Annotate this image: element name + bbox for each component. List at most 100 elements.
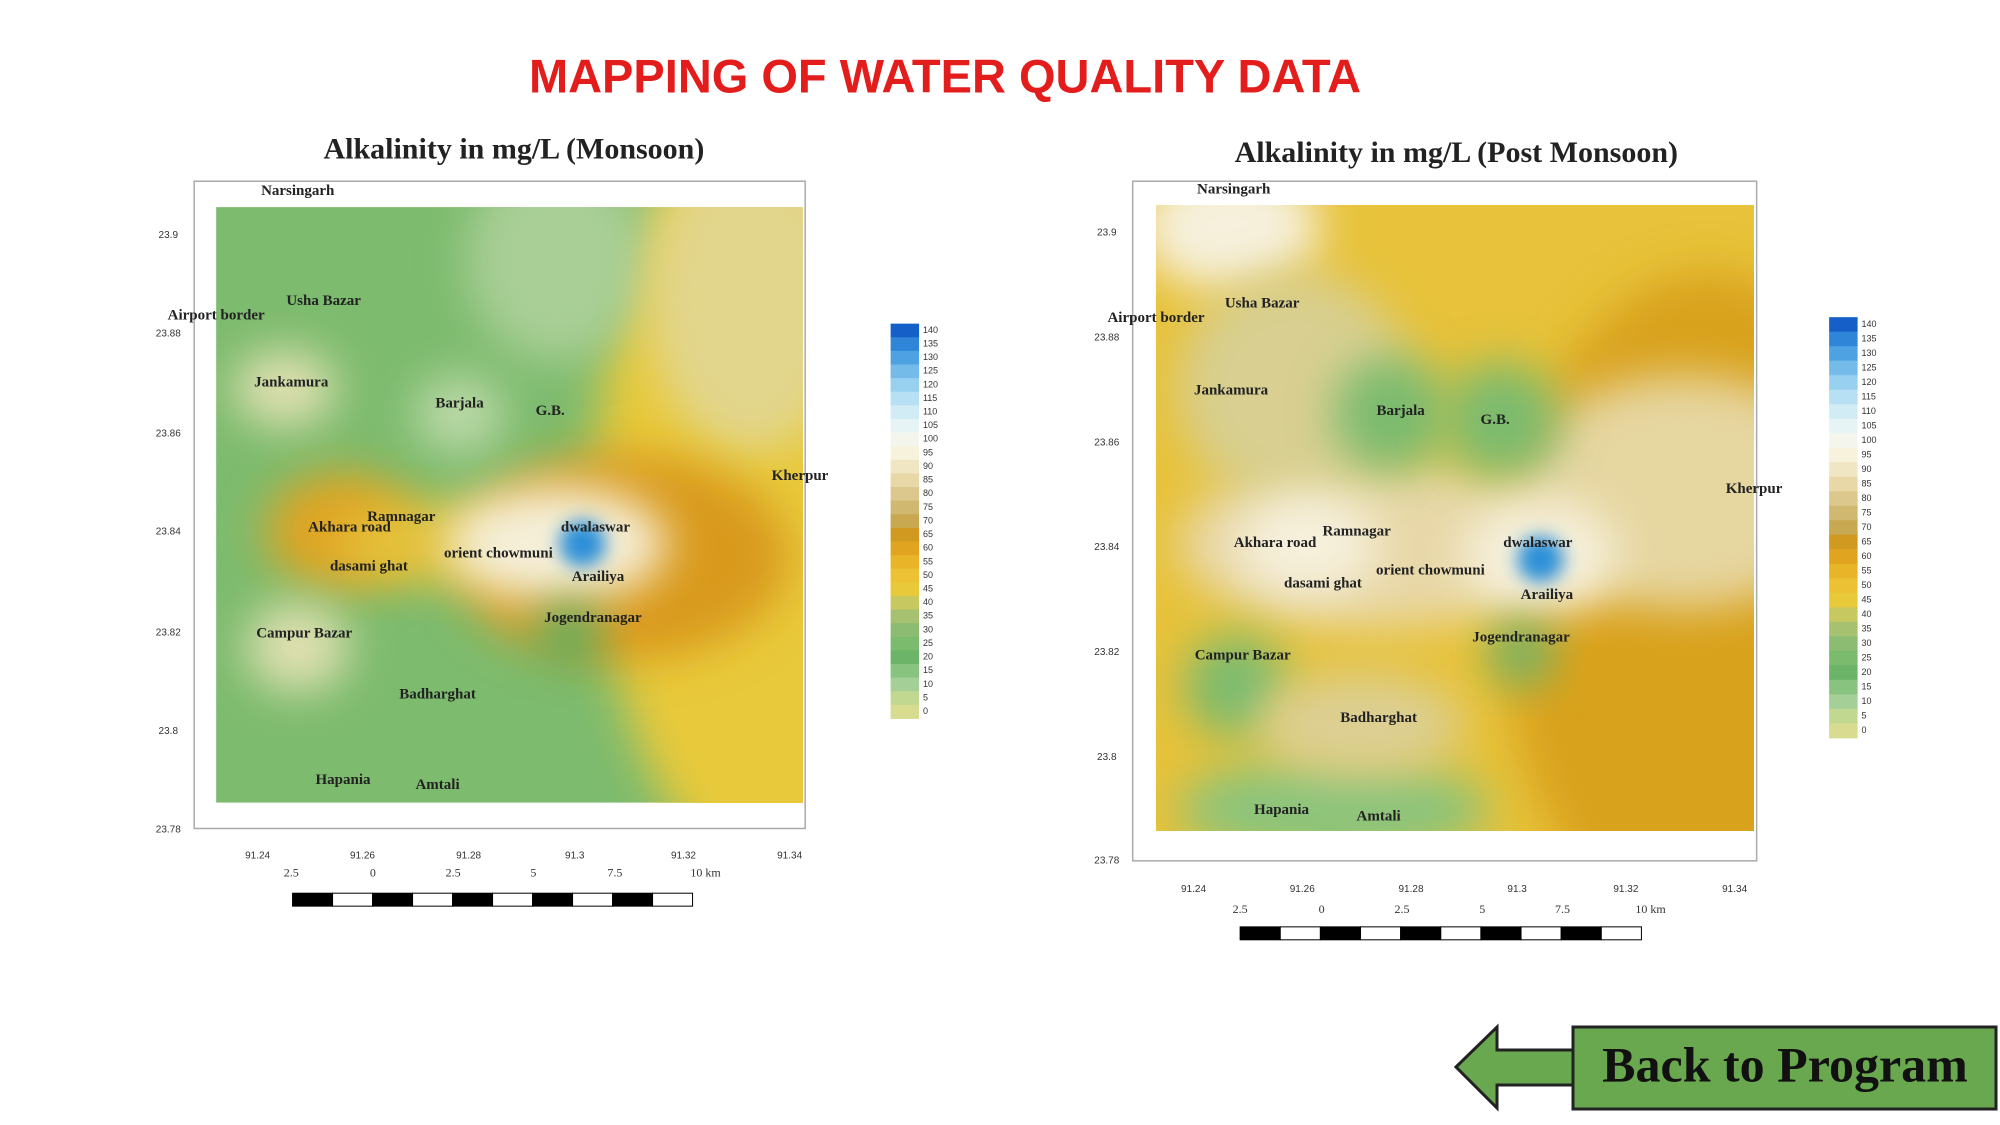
scale-bar-segment <box>1360 926 1402 941</box>
legend-label: 110 <box>923 406 937 416</box>
y-tick-label: 23.88 <box>156 329 181 340</box>
back-button-label[interactable]: Back to Program <box>1602 1036 1968 1092</box>
legend-swatch <box>890 527 920 542</box>
x-tick-label: 91.24 <box>245 850 270 861</box>
legend-label: 45 <box>1861 594 1871 604</box>
back-arrow[interactable] <box>1453 1023 1577 1112</box>
legend-swatch <box>1829 462 1858 478</box>
legend-label: 115 <box>923 393 937 403</box>
contour-zone <box>1488 621 1554 687</box>
place-label: orient chowmuni <box>1376 562 1485 578</box>
place-label: Kherpur <box>1726 481 1783 497</box>
scale-bar-segment <box>1319 926 1362 941</box>
scale-label: 5 <box>1479 902 1485 916</box>
scale-bar-segment <box>1239 926 1281 941</box>
x-tick-label: 91.3 <box>565 850 585 861</box>
legend-swatch <box>890 568 920 583</box>
legend-swatch <box>890 500 920 515</box>
place-label: dwalaswar <box>561 520 631 536</box>
legend-label: 55 <box>923 556 933 566</box>
legend-swatch <box>890 350 920 365</box>
legend-label: 85 <box>1861 478 1871 488</box>
legend-label: 0 <box>923 706 928 716</box>
place-label: Akhara road <box>308 520 391 536</box>
contour-zone <box>233 349 337 428</box>
scale-bar-segment <box>1560 926 1602 941</box>
legend-swatch <box>890 595 920 611</box>
place-label: Narsingarh <box>1197 182 1271 198</box>
place-label: Jogendranagar <box>1472 630 1570 646</box>
legend-label: 130 <box>923 352 938 362</box>
place-label: Ramnagar <box>1322 523 1391 539</box>
place-label: Airport border <box>168 307 265 323</box>
contour-map <box>1156 205 1754 831</box>
scale-bar-segment <box>492 892 534 907</box>
legend-swatch <box>890 582 920 597</box>
legend-label: 10 <box>923 679 933 689</box>
place-label: Barjala <box>435 395 484 411</box>
scale-bar-segment <box>452 892 494 907</box>
contour-zone <box>414 375 505 454</box>
x-tick-label: 91.24 <box>1181 884 1206 895</box>
legend-swatch <box>890 486 920 502</box>
legend-label: 5 <box>923 692 928 702</box>
legend-label: 85 <box>923 475 933 485</box>
y-tick-label: 23.78 <box>156 824 181 835</box>
place-label: Campur Bazar <box>256 626 352 642</box>
legend-swatch <box>1829 476 1858 492</box>
legend-label: 130 <box>1861 348 1876 358</box>
legend-label: 15 <box>1861 681 1871 691</box>
legend-label: 100 <box>923 434 938 444</box>
scale-bar-segment <box>332 892 374 907</box>
legend-label: 80 <box>1861 493 1871 503</box>
legend-swatch <box>1829 447 1858 463</box>
legend-swatch <box>1829 505 1858 521</box>
legend-label: 65 <box>1861 536 1871 546</box>
legend-swatch <box>1829 433 1858 449</box>
contour-zone <box>446 485 667 602</box>
back-button-box[interactable] <box>1571 1025 1998 1111</box>
place-label: Jogendranagar <box>544 610 642 626</box>
place-label: Hapania <box>316 772 372 788</box>
legend-swatch <box>890 636 920 651</box>
legend-label: 105 <box>1861 420 1876 430</box>
legend-label: 25 <box>1861 652 1871 662</box>
contour-peak <box>1517 535 1564 583</box>
y-tick-label: 23.88 <box>1094 333 1119 344</box>
scale-bar-segment <box>412 892 454 907</box>
place-label: Campur Bazar <box>1195 648 1291 664</box>
place-label: Badharghat <box>399 687 476 703</box>
legend-label: 125 <box>1861 362 1876 372</box>
legend-swatch <box>1829 346 1858 362</box>
legend-label: 5 <box>1861 710 1866 720</box>
legend-swatch <box>1829 563 1858 579</box>
legend-swatch <box>1829 665 1858 681</box>
place-label: Usha Bazar <box>1225 296 1300 312</box>
scale-bar-segment <box>612 892 654 907</box>
scale-bar-segment <box>1600 926 1642 941</box>
back-button[interactable]: Back to Program <box>1453 1023 1998 1112</box>
legend-label: 140 <box>923 325 938 335</box>
scale-label: 7.5 <box>1555 902 1570 916</box>
place-label: Akhara road <box>1234 535 1317 551</box>
legend-label: 40 <box>1861 609 1871 619</box>
legend-label: 20 <box>923 652 933 662</box>
legend-label: 80 <box>923 488 933 498</box>
y-tick-label: 23.84 <box>156 527 181 538</box>
legend-swatch <box>1829 650 1858 666</box>
legend-label: 115 <box>1861 391 1875 401</box>
legend-swatch <box>1829 404 1858 420</box>
scale-label: 2.5 <box>1394 902 1409 916</box>
y-tick-label: 23.84 <box>1094 542 1119 553</box>
legend-swatch <box>1829 491 1858 507</box>
scale-bar-segment <box>1520 926 1562 941</box>
x-tick-label: 91.26 <box>350 850 375 861</box>
legend-swatch <box>1829 331 1858 347</box>
y-tick-label: 23.9 <box>1097 228 1117 239</box>
legend-swatch <box>890 446 920 461</box>
place-label: Kherpur <box>772 468 829 484</box>
legend-swatch <box>890 691 920 706</box>
y-tick-label: 23.82 <box>156 628 181 639</box>
legend-label: 35 <box>1861 623 1871 633</box>
